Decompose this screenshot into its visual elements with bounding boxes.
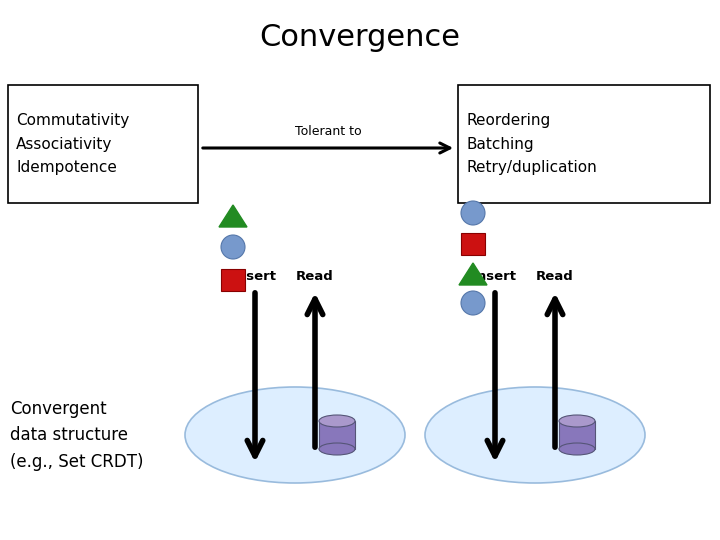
- Bar: [221, 269, 245, 291]
- Text: Convergent
data structure
(e.g., Set CRDT): Convergent data structure (e.g., Set CRD…: [10, 400, 143, 471]
- Text: Convergence: Convergence: [259, 24, 461, 52]
- Circle shape: [461, 291, 485, 315]
- Ellipse shape: [319, 443, 355, 455]
- Text: Reordering
Batching
Retry/duplication: Reordering Batching Retry/duplication: [466, 113, 597, 175]
- Circle shape: [461, 201, 485, 225]
- Bar: [8, 85, 198, 203]
- Ellipse shape: [319, 415, 355, 427]
- Text: Commutativity
Associativity
Idempotence: Commutativity Associativity Idempotence: [16, 113, 130, 175]
- Ellipse shape: [559, 443, 595, 455]
- Ellipse shape: [425, 387, 645, 483]
- Polygon shape: [219, 205, 247, 227]
- Text: Read: Read: [536, 270, 574, 283]
- Text: Read: Read: [296, 270, 334, 283]
- Polygon shape: [559, 421, 595, 449]
- Text: Insert: Insert: [233, 270, 277, 283]
- Circle shape: [221, 235, 245, 259]
- Text: Insert: Insert: [473, 270, 517, 283]
- Ellipse shape: [559, 415, 595, 427]
- Polygon shape: [459, 263, 487, 285]
- Bar: [458, 85, 710, 203]
- Polygon shape: [319, 421, 355, 449]
- Text: Tolerant to: Tolerant to: [294, 125, 361, 138]
- Ellipse shape: [185, 387, 405, 483]
- Bar: [461, 233, 485, 255]
